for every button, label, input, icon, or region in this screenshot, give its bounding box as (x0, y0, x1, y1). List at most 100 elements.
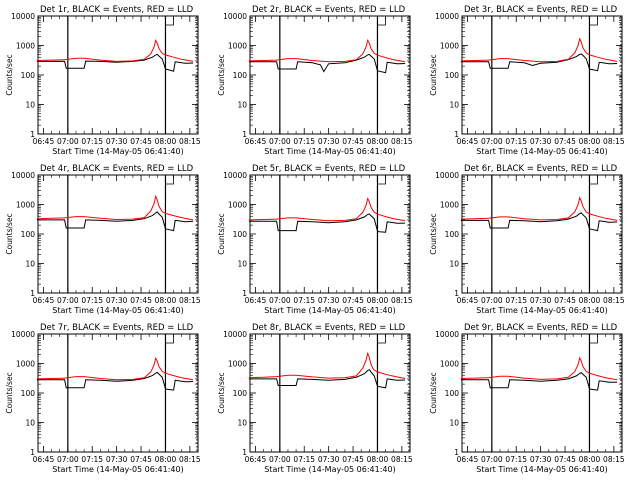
x-tick-label: 07:30 (318, 137, 340, 146)
x-tick-label: 08:00 (367, 455, 389, 464)
corner-bracket (165, 175, 174, 185)
y-tick-label: 10000 (435, 12, 459, 21)
x-tick-label: 07:00 (269, 455, 291, 464)
x-axis-label: Start Time (14-May-05 06:41:40) (476, 306, 607, 315)
x-tick-label: 07:00 (269, 296, 291, 305)
y-tick-label: 1 (242, 289, 247, 298)
corner-bracket (589, 16, 598, 26)
events-series-line (460, 371, 618, 391)
corner-bracket (377, 16, 386, 26)
x-tick-label: 08:15 (603, 137, 625, 146)
y-tick-label: 10000 (223, 12, 247, 21)
y-tick-label: 1000 (228, 42, 247, 51)
y-tick-label: 10 (237, 260, 247, 269)
panel-det-4: Det 4r, BLACK = Events, RED = LLD 1 10 100 1… (5, 164, 201, 315)
y-tick-label: 1 (454, 289, 459, 298)
x-tick-label: 07:00 (57, 296, 79, 305)
x-tick-label: 07:30 (530, 137, 552, 146)
x-tick-label: 07:30 (106, 455, 128, 464)
panel-title: Det 4r, BLACK = Events, RED = LLD (40, 164, 194, 174)
x-tick-label: 06:45 (457, 455, 479, 464)
x-tick-label: 07:00 (481, 455, 503, 464)
panel-title: Det 8r, BLACK = Events, RED = LLD (252, 323, 406, 333)
plot-frame (37, 15, 199, 135)
y-tick-label: 100 (233, 389, 248, 398)
x-tick-label: 06:45 (33, 296, 55, 305)
x-tick-label: 07:45 (554, 296, 576, 305)
y-tick-label: 10 (237, 419, 247, 428)
y-tick-label: 1000 (440, 360, 459, 369)
lld-series-line (248, 38, 406, 63)
y-tick-label: 10000 (11, 12, 35, 21)
panel-det-8: Det 8r, BLACK = Events, RED = LLD 1 10 100 1… (217, 323, 413, 474)
lld-series-line (460, 37, 618, 63)
y-tick-label: 10000 (223, 171, 247, 180)
x-tick-label: 08:15 (179, 296, 201, 305)
x-tick-label: 07:45 (342, 455, 364, 464)
y-tick-label: 1 (30, 448, 35, 457)
x-tick-label: 07:15 (293, 296, 315, 305)
plot-frame (461, 174, 623, 294)
y-tick-label: 100 (21, 71, 36, 80)
y-axis-label: Counts/sec (429, 213, 438, 254)
x-tick-label: 07:30 (530, 455, 552, 464)
y-tick-label: 1 (242, 448, 247, 457)
x-tick-label: 08:15 (179, 137, 201, 146)
y-tick-label: 1000 (16, 360, 35, 369)
y-axis-label: Counts/sec (429, 54, 438, 95)
y-tick-label: 1000 (16, 42, 35, 51)
x-tick-label: 07:30 (530, 296, 552, 305)
x-tick-label: 08:00 (367, 296, 389, 305)
y-axis-label: Counts/sec (5, 213, 14, 254)
x-tick-label: 08:15 (603, 296, 625, 305)
y-tick-label: 10 (449, 101, 459, 110)
y-axis-label: Counts/sec (217, 372, 226, 413)
panel-det-2: Det 2r, BLACK = Events, RED = LLD 1 10 100 1… (217, 5, 413, 156)
x-tick-label: 06:45 (245, 455, 267, 464)
corner-bracket (165, 334, 174, 344)
x-tick-label: 08:00 (579, 137, 601, 146)
panel-title: Det 3r, BLACK = Events, RED = LLD (464, 5, 618, 15)
corner-bracket (165, 16, 174, 26)
lld-series-line (248, 351, 406, 379)
x-axis-label: Start Time (14-May-05 06:41:40) (52, 465, 183, 474)
panel-title: Det 7r, BLACK = Events, RED = LLD (40, 323, 194, 333)
x-axis-label: Start Time (14-May-05 06:41:40) (476, 465, 607, 474)
x-tick-label: 06:45 (245, 296, 267, 305)
y-tick-label: 10000 (11, 330, 35, 339)
y-tick-label: 1000 (440, 42, 459, 51)
panel-title: Det 9r, BLACK = Events, RED = LLD (464, 323, 618, 333)
events-series-line (248, 368, 406, 389)
panel-det-5: Det 5r, BLACK = Events, RED = LLD 1 10 100 1… (217, 164, 413, 315)
x-tick-label: 07:15 (293, 137, 315, 146)
x-tick-label: 07:00 (481, 137, 503, 146)
panel-det-9: Det 9r, BLACK = Events, RED = LLD 1 10 100 1… (429, 323, 625, 474)
corner-bracket (377, 334, 386, 344)
y-tick-label: 10 (449, 260, 459, 269)
x-tick-label: 07:30 (106, 137, 128, 146)
x-tick-label: 07:00 (269, 137, 291, 146)
y-tick-label: 100 (21, 389, 36, 398)
plot-frame (461, 333, 623, 453)
x-tick-label: 07:15 (81, 137, 103, 146)
y-axis-label: Counts/sec (429, 372, 438, 413)
x-tick-label: 07:45 (554, 455, 576, 464)
events-series-line (36, 211, 194, 232)
y-axis-label: Counts/sec (217, 54, 226, 95)
y-tick-label: 10000 (223, 330, 247, 339)
lld-series-line (460, 196, 618, 221)
panel-title: Det 1r, BLACK = Events, RED = LLD (40, 5, 194, 15)
x-tick-label: 07:45 (554, 137, 576, 146)
panel-title: Det 2r, BLACK = Events, RED = LLD (252, 5, 406, 15)
panel-det-7: Det 7r, BLACK = Events, RED = LLD 1 10 100 1… (5, 323, 201, 474)
plot-frame (249, 15, 411, 135)
corner-bracket (377, 175, 386, 185)
x-tick-label: 08:00 (579, 296, 601, 305)
x-tick-label: 08:15 (391, 137, 413, 146)
y-tick-label: 1 (30, 130, 35, 139)
y-tick-label: 1000 (16, 201, 35, 210)
x-tick-label: 06:45 (457, 137, 479, 146)
corner-bracket (589, 334, 598, 344)
